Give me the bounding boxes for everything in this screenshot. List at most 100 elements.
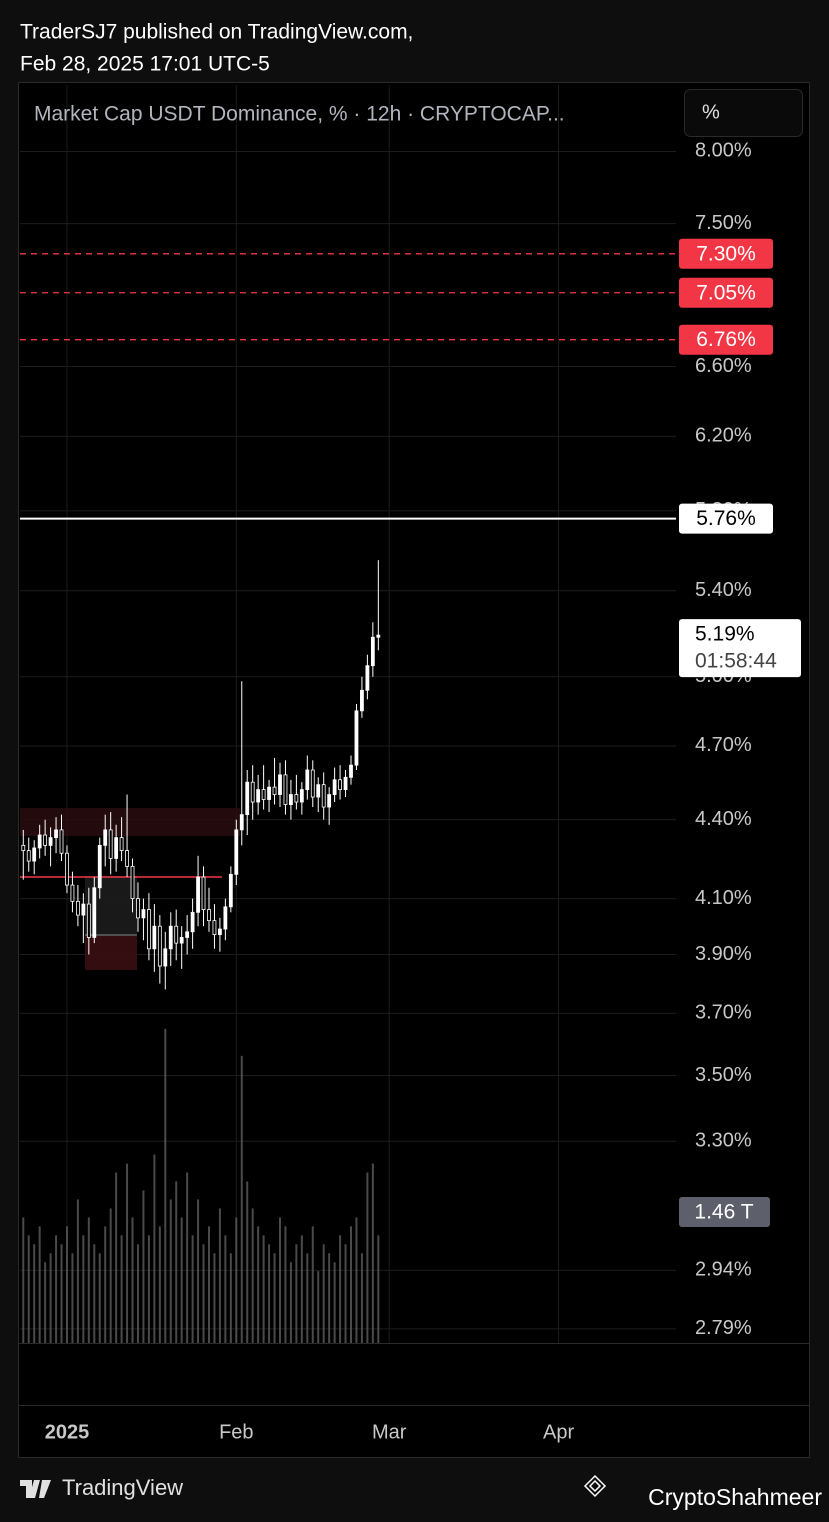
candle-body: [125, 850, 129, 867]
candle-body: [245, 781, 250, 816]
candle-body: [228, 873, 233, 908]
x-tick-label: Mar: [372, 1421, 407, 1443]
candle-body: [37, 834, 42, 849]
volume-bar: [191, 1235, 194, 1343]
candle-body: [310, 769, 315, 798]
volume-bar: [360, 1253, 363, 1343]
candle-body: [201, 876, 206, 910]
candle-body: [239, 814, 244, 831]
y-tick-label: 6.60%: [695, 355, 752, 377]
candle-body: [190, 911, 195, 933]
volume-bar: [44, 1262, 47, 1343]
volume-bar: [93, 1244, 96, 1343]
volume-bar: [218, 1208, 221, 1343]
volume-bar: [33, 1244, 36, 1343]
candle-body: [163, 948, 168, 967]
countdown: 01:58:44: [695, 650, 777, 673]
volume-bar: [115, 1172, 118, 1343]
volume-bar: [55, 1235, 58, 1343]
volume-bar: [38, 1226, 41, 1343]
volume-bar: [126, 1163, 129, 1343]
chart-frame: [18, 82, 810, 1458]
scale-button[interactable]: [684, 89, 803, 137]
candle-body: [136, 898, 140, 919]
candle-body: [370, 636, 375, 667]
candle-body: [349, 764, 353, 778]
candle-body: [267, 786, 271, 800]
volume-bar: [104, 1226, 107, 1343]
volume-bar: [224, 1235, 227, 1343]
candle-body: [114, 837, 119, 859]
candle-body: [365, 665, 370, 691]
volume-bar: [289, 1262, 292, 1343]
candle-body: [103, 829, 108, 846]
candle-body: [21, 844, 26, 851]
y-tick-label: 3.50%: [695, 1064, 752, 1086]
y-tick-label: 8.00%: [695, 140, 752, 162]
y-tick-label: 4.70%: [695, 734, 752, 756]
volume-bar: [87, 1217, 90, 1343]
x-tick-label: Apr: [543, 1421, 574, 1443]
candle-body: [360, 689, 364, 712]
volume-bar: [306, 1253, 309, 1343]
y-tick-label: 2.94%: [695, 1259, 752, 1281]
level-badge: [679, 277, 773, 308]
footer-brand: TradingView: [62, 1475, 183, 1500]
candle-body: [147, 909, 151, 950]
candle-body: [119, 837, 124, 851]
y-tick-label: 3.70%: [695, 1002, 752, 1024]
volume-label: 1.46 T: [694, 1201, 753, 1224]
candle-body: [43, 834, 48, 846]
candle-body: [316, 784, 321, 798]
grid: [20, 85, 676, 1343]
candle-body: [289, 794, 293, 805]
candle-body: [332, 779, 337, 795]
footer-author: CryptoShahmeer: [648, 1484, 822, 1510]
volume-bar: [169, 1199, 172, 1343]
volume-bar: [229, 1253, 232, 1343]
candle-body: [343, 776, 348, 791]
badges: 7.30% 7.05% 6.76% 5.76% 5.19% 01:58:44 1.46 T: [20, 238, 801, 1227]
candle-body: [299, 789, 304, 803]
candle-body: [86, 903, 91, 938]
candle-body: [278, 774, 282, 795]
y-tick-label: 2.79%: [695, 1317, 752, 1339]
volume-bar: [278, 1217, 281, 1343]
level-badge: [679, 324, 773, 355]
volume-bar: [366, 1172, 369, 1343]
volume-bar: [49, 1253, 52, 1343]
volume-bar: [207, 1226, 210, 1343]
volume-bar: [76, 1199, 79, 1343]
candle-body: [130, 865, 135, 900]
candle-body: [92, 887, 97, 938]
volume-bar: [317, 1271, 320, 1343]
candle-body: [218, 928, 222, 936]
candle-body: [75, 900, 80, 916]
zone: [85, 936, 137, 970]
volume-bar: [136, 1244, 139, 1343]
volume-bar: [186, 1172, 189, 1343]
candle-body: [294, 794, 299, 803]
candle-body: [179, 937, 184, 944]
candle-body: [338, 779, 342, 791]
candle-body: [250, 781, 255, 803]
volume-bar: [240, 1055, 243, 1343]
y-tick-label: 3.30%: [695, 1130, 752, 1152]
candle-body: [256, 789, 261, 803]
level-badge: [679, 503, 773, 534]
volume-badge: [679, 1196, 770, 1227]
y-tick-label: 4.40%: [695, 808, 752, 830]
author-icon: [583, 1474, 607, 1498]
scale-button-label[interactable]: %: [702, 101, 720, 123]
volume-bar: [328, 1253, 331, 1343]
level-badge: [679, 238, 773, 269]
x-tick-label: 2025: [45, 1421, 90, 1443]
candle-body: [283, 774, 288, 805]
level-label: 7.05%: [696, 281, 756, 304]
candle-body: [157, 925, 162, 967]
volume-bar: [175, 1181, 178, 1343]
candle-body: [223, 906, 228, 930]
volume-bar: [333, 1262, 336, 1343]
